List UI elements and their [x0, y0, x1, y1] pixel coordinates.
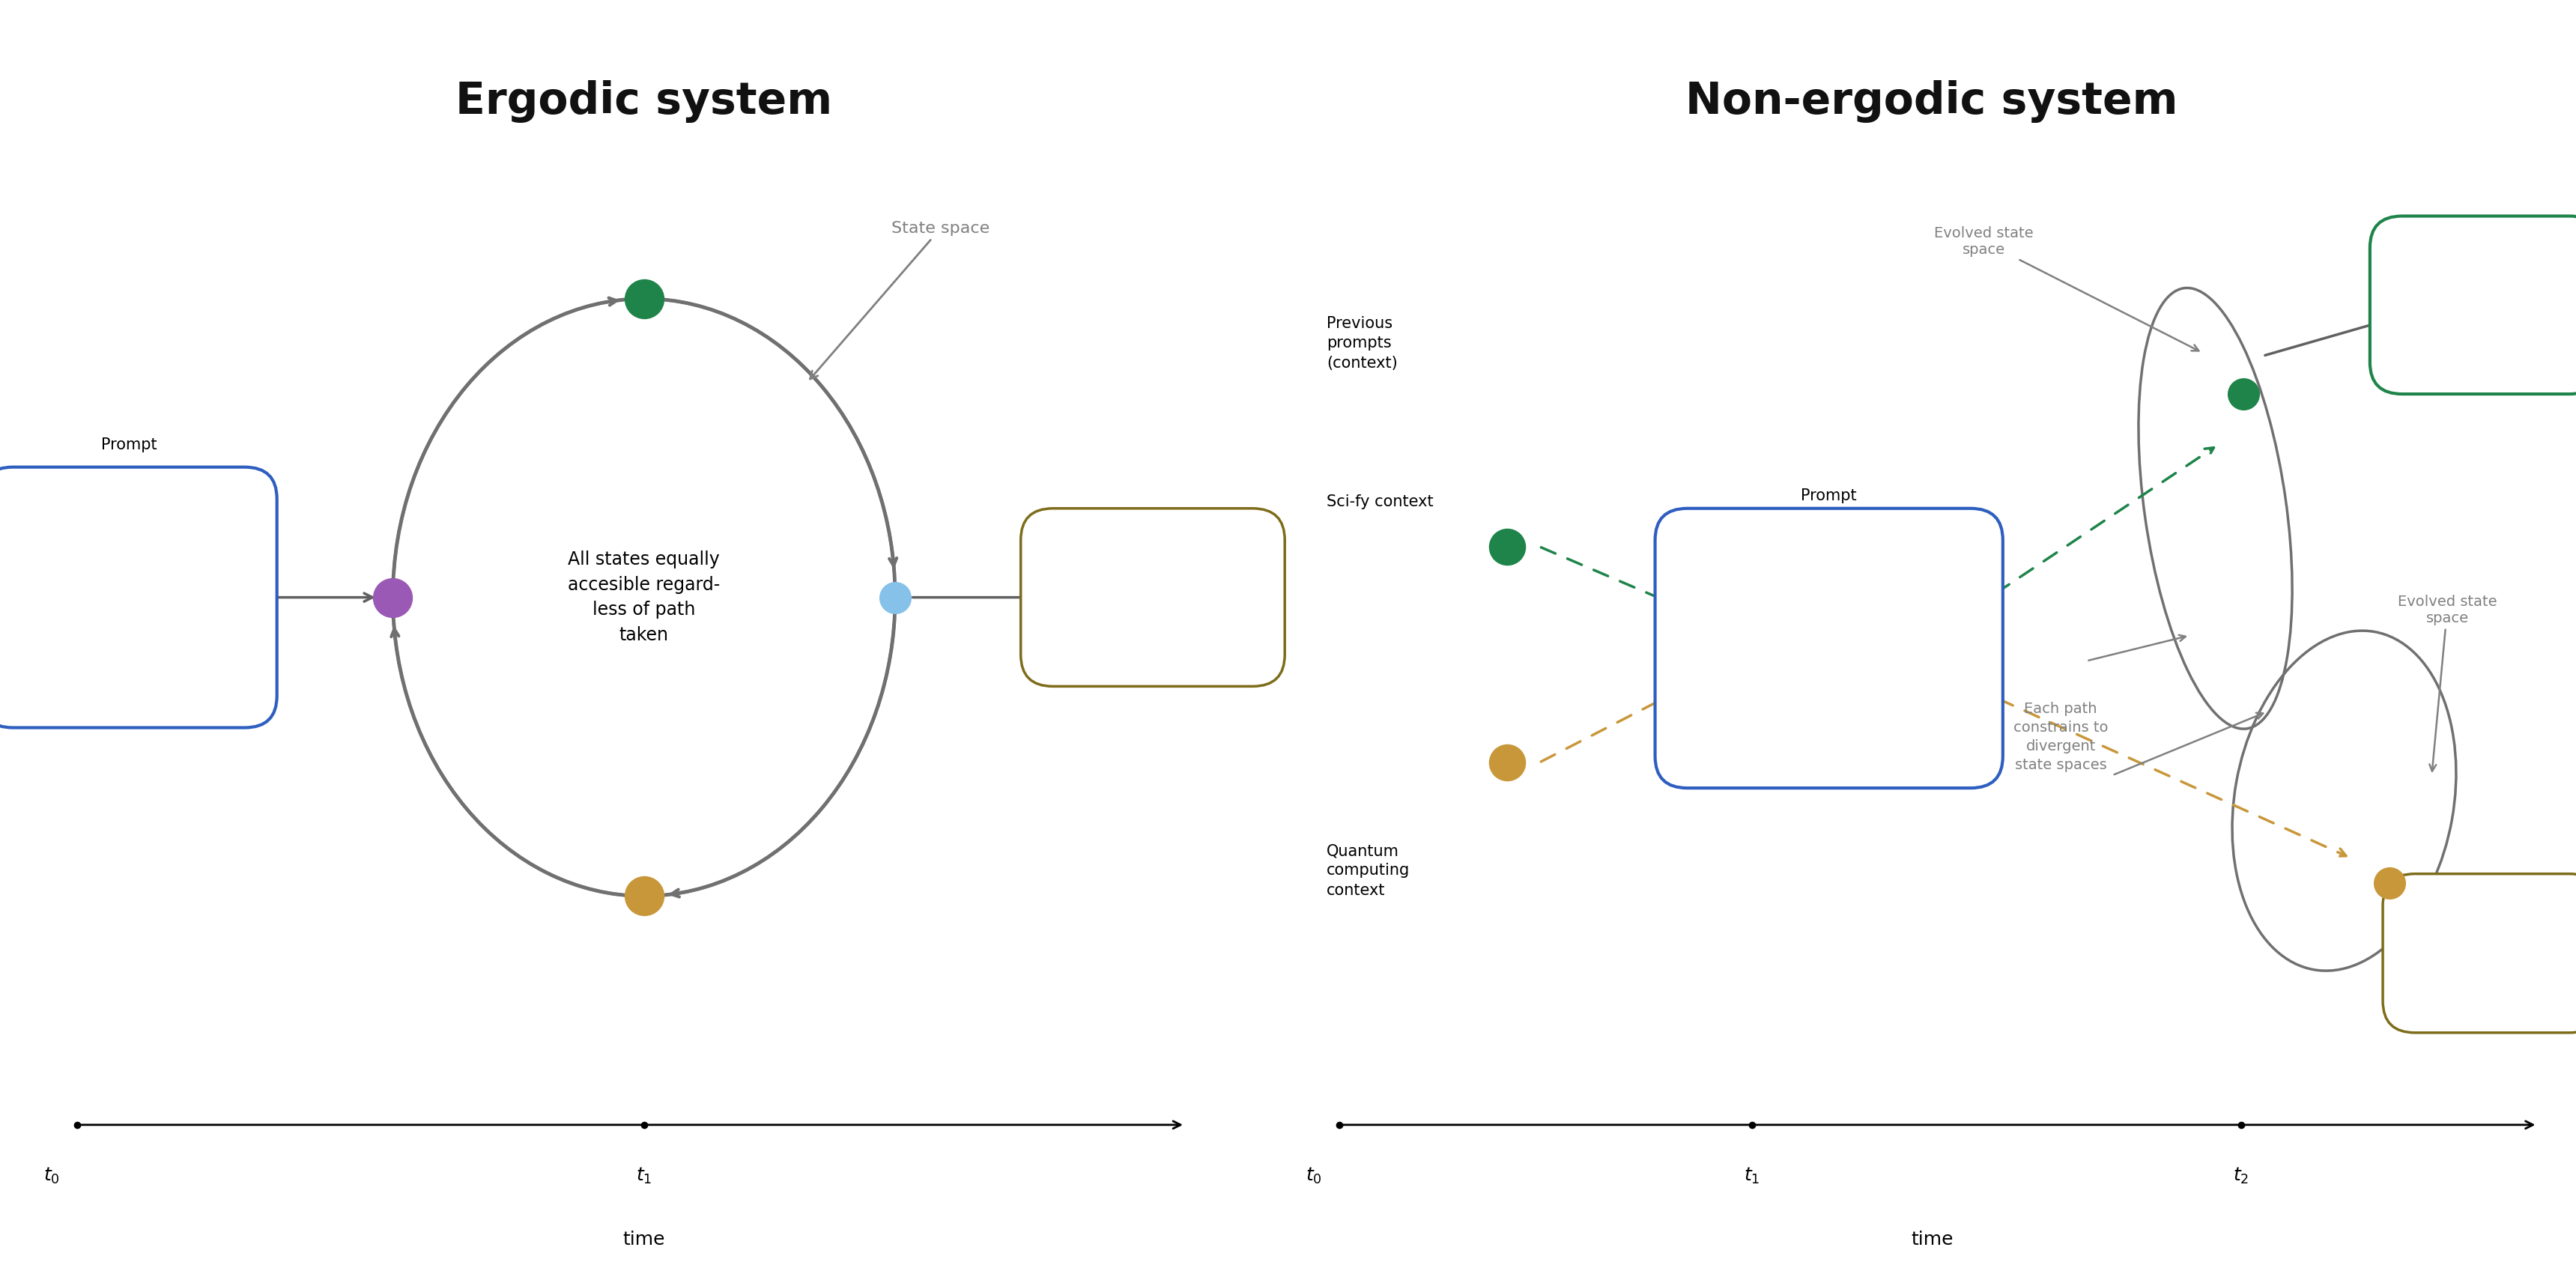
- FancyBboxPatch shape: [1020, 508, 1285, 686]
- Text: Answer: Answer: [2458, 944, 2527, 962]
- FancyBboxPatch shape: [2383, 874, 2576, 1032]
- Text: time: time: [1911, 1230, 1953, 1248]
- Text: Previous
prompts
(context): Previous prompts (context): [1327, 316, 1399, 370]
- Text: Sci-fy context: Sci-fy context: [1327, 494, 1432, 510]
- Point: [2223, 384, 2264, 404]
- Point: [1486, 536, 1528, 557]
- Text: $t_0$: $t_0$: [44, 1166, 59, 1186]
- Point: [873, 587, 917, 608]
- Point: [1486, 752, 1528, 773]
- Point: [2367, 873, 2409, 894]
- Text: Evolved state
space: Evolved state space: [2398, 595, 2496, 771]
- Text: Non-ergodic system: Non-ergodic system: [1685, 80, 2179, 123]
- Text: What is quantum
entanglement?: What is quantum entanglement?: [57, 580, 201, 615]
- Text: Each path
constrains to
divergent
state spaces: Each path constrains to divergent state …: [2014, 702, 2107, 773]
- FancyBboxPatch shape: [1654, 508, 2002, 788]
- Text: What is quantum
entanglement?: What is quantum entanglement?: [1757, 630, 1901, 666]
- Text: Quantum
computing
context: Quantum computing context: [1327, 844, 1409, 897]
- Point: [623, 886, 665, 906]
- Text: Prompt: Prompt: [100, 437, 157, 452]
- Text: $t_1$: $t_1$: [1744, 1166, 1759, 1186]
- Text: $t_0$: $t_0$: [1306, 1166, 1321, 1186]
- FancyBboxPatch shape: [2370, 216, 2576, 394]
- Text: time: time: [623, 1230, 665, 1248]
- Point: [623, 289, 665, 309]
- Text: All states equally
accesible regard-
less of path
taken: All states equally accesible regard- les…: [567, 550, 721, 644]
- Text: Prompt: Prompt: [1801, 488, 1857, 503]
- Text: Evolved state
space: Evolved state space: [1935, 226, 2200, 351]
- Text: Answer: Answer: [2452, 296, 2519, 314]
- Text: Ergodic system: Ergodic system: [456, 80, 832, 123]
- Text: Answer: Answer: [1118, 588, 1188, 606]
- Text: State space: State space: [809, 221, 989, 379]
- Point: [371, 587, 412, 608]
- FancyBboxPatch shape: [0, 466, 278, 727]
- Text: $t_1$: $t_1$: [636, 1166, 652, 1186]
- Text: $t_2$: $t_2$: [2233, 1166, 2249, 1186]
